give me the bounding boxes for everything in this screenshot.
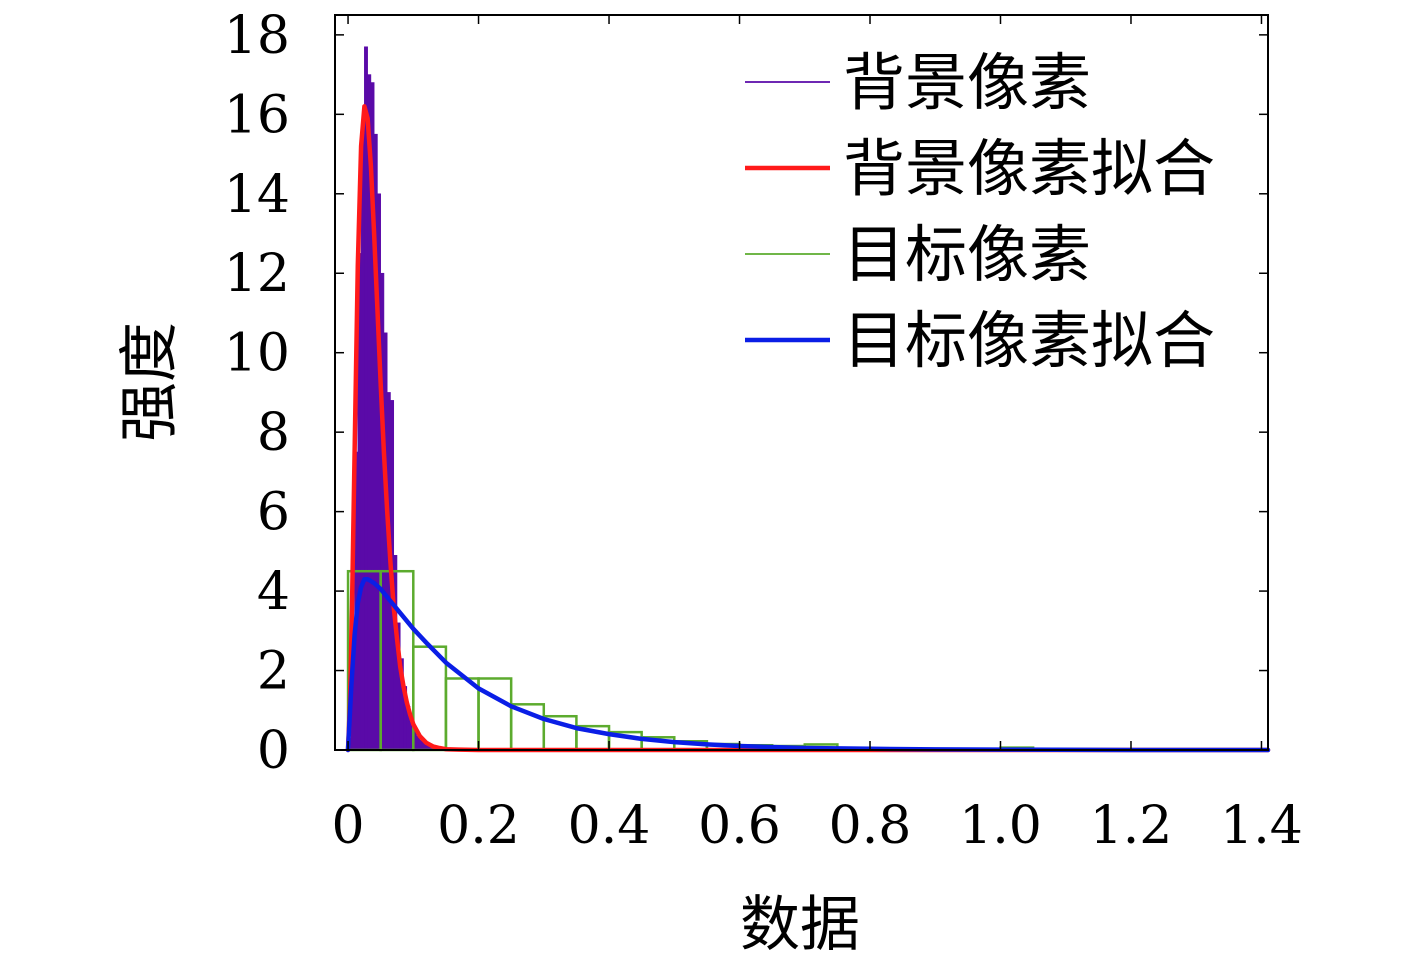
x-tick-label: 1.2 (1090, 796, 1173, 856)
legend-label: 目标像素拟合 (843, 304, 1215, 377)
y-tick-label: 6 (257, 483, 290, 543)
y-axis-title: 强度 (115, 322, 185, 442)
background-pixel-bar (383, 332, 388, 751)
background-pixel-bar (364, 46, 368, 751)
x-tick-label: 0.2 (437, 796, 520, 856)
background-pixel-bar (360, 133, 365, 751)
x-tick-label: 0.4 (568, 796, 651, 856)
legend-label: 目标像素 (843, 218, 1091, 291)
y-tick-label: 10 (224, 324, 290, 384)
legend-label: 背景像素 (843, 46, 1091, 119)
y-tick-label: 14 (224, 165, 290, 225)
y-tick-label: 8 (257, 403, 290, 463)
x-tick-label: 0.8 (829, 796, 912, 856)
x-axis-title: 数据 (740, 890, 860, 957)
x-tick-label: 1.0 (959, 796, 1042, 856)
y-tick-label: 12 (224, 244, 290, 304)
y-tick-label: 0 (257, 721, 290, 781)
x-tick-label: 0.6 (698, 796, 781, 856)
target-fit-line (345, 576, 1271, 753)
y-tick-label: 2 (257, 642, 290, 702)
legend-label: 背景像素拟合 (843, 132, 1215, 205)
x-tick-label: 0 (332, 796, 365, 856)
y-tick-label: 4 (257, 562, 290, 622)
plot-area (345, 46, 1271, 753)
axes: 0 0.2 0.4 0.6 0.8 1.0 1.2 1.4 0 2 4 6 8 10 12 14 16 18 (224, 6, 1303, 856)
plot-frame (334, 14, 1269, 751)
y-tick-label: 16 (224, 85, 290, 145)
target-pixel-bar (444, 677, 480, 752)
x-tick-label: 1.4 (1220, 796, 1303, 856)
y-tick-label: 18 (224, 6, 290, 66)
